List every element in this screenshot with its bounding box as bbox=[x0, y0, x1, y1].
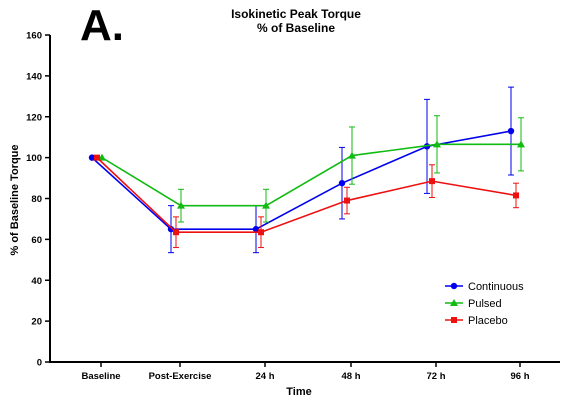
x-tick-label: 24 h bbox=[255, 371, 274, 382]
data-point bbox=[177, 201, 185, 209]
legend: Continuous Pulsed Placebo bbox=[445, 281, 524, 327]
data-point bbox=[429, 178, 435, 185]
x-tick-label: 72 h bbox=[426, 371, 445, 382]
data-point bbox=[167, 225, 175, 233]
chart-title: Isokinetic Peak Torque bbox=[231, 7, 361, 21]
data-point bbox=[252, 225, 260, 233]
series-placebo bbox=[94, 154, 519, 249]
x-axis-label: Time bbox=[286, 386, 311, 398]
data-point bbox=[344, 197, 350, 204]
y-tick-label: 60 bbox=[31, 235, 42, 246]
y-tick-label: 160 bbox=[26, 31, 42, 42]
legend-marker bbox=[451, 317, 457, 323]
x-tick-label: Baseline bbox=[81, 371, 120, 382]
data-point bbox=[262, 201, 270, 209]
legend-label: Placebo bbox=[468, 315, 508, 327]
legend-label: Pulsed bbox=[468, 298, 502, 310]
y-tick-label: 20 bbox=[31, 317, 42, 328]
series-continuous bbox=[88, 86, 515, 254]
series-line bbox=[91, 130, 512, 230]
series-line bbox=[96, 157, 517, 234]
legend-marker bbox=[450, 299, 458, 306]
data-point bbox=[348, 151, 356, 159]
data-point bbox=[338, 179, 346, 187]
legend-item-continuous: Continuous bbox=[445, 281, 524, 293]
x-tick-label: Post-Exercise bbox=[149, 371, 212, 382]
x-tick-label: 96 h bbox=[510, 371, 529, 382]
y-tick-label: 140 bbox=[26, 71, 42, 82]
chart-subtitle: % of Baseline bbox=[257, 21, 335, 35]
data-point bbox=[433, 140, 441, 148]
y-axis-label: % of Baseline Torque bbox=[9, 144, 21, 255]
series-pulsed bbox=[98, 115, 525, 223]
data-point bbox=[517, 140, 525, 148]
y-tick-label: 80 bbox=[31, 194, 42, 205]
plot-area bbox=[88, 86, 525, 254]
data-point bbox=[513, 192, 519, 199]
data-point bbox=[88, 154, 96, 161]
series-line bbox=[101, 143, 521, 207]
y-tick-label: 40 bbox=[31, 276, 42, 287]
axes: 0 20 40 60 80 100 120 140 160 Baseline Post-Exerci… bbox=[26, 31, 560, 382]
data-point bbox=[507, 127, 515, 135]
x-tick-label: 48 h bbox=[341, 371, 360, 382]
legend-label: Continuous bbox=[468, 281, 524, 293]
y-tick-label: 100 bbox=[26, 153, 42, 164]
data-point bbox=[173, 229, 179, 236]
legend-item-placebo: Placebo bbox=[445, 315, 508, 327]
panel-letter: A. bbox=[80, 1, 124, 50]
legend-marker bbox=[450, 282, 458, 290]
y-tick-label: 0 bbox=[37, 358, 42, 369]
y-tick-label: 120 bbox=[26, 112, 42, 123]
legend-item-pulsed: Pulsed bbox=[445, 298, 502, 310]
data-point bbox=[258, 229, 264, 236]
data-point bbox=[94, 154, 100, 161]
